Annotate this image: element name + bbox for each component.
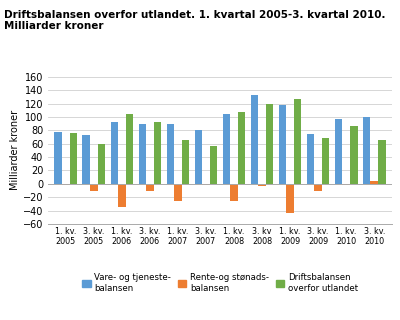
Bar [110,122,118,184]
Bar [146,184,154,191]
Bar [82,135,90,184]
Bar [350,126,358,184]
Bar [174,184,182,201]
Bar [251,95,258,184]
Bar [378,140,386,184]
Bar [286,184,294,213]
Bar [279,105,286,184]
Bar [154,122,161,184]
Legend: Vare- og tjeneste-
balansen, Rente-og stønads-
balansen, Driftsbalansen
overfor : Vare- og tjeneste- balansen, Rente-og st… [78,270,362,296]
Bar [54,132,62,184]
Bar [98,144,105,184]
Bar [138,124,146,184]
Bar [314,184,322,191]
Bar [307,134,314,184]
Bar [118,184,126,207]
Bar [62,184,70,185]
Bar [266,104,274,184]
Bar [90,184,98,191]
Bar [126,114,133,184]
Y-axis label: Milliarder kroner: Milliarder kroner [10,110,20,190]
Bar [182,140,189,184]
Bar [230,184,238,201]
Bar [370,180,378,184]
Bar [258,184,266,186]
Bar [195,130,202,184]
Text: Driftsbalansen overfor utlandet. 1. kvartal 2005-3. kvartal 2010.
Milliarder kro: Driftsbalansen overfor utlandet. 1. kvar… [4,10,386,31]
Bar [210,146,217,184]
Bar [322,138,330,184]
Bar [202,184,210,185]
Bar [363,117,370,184]
Bar [70,133,77,184]
Bar [166,124,174,184]
Bar [223,114,230,184]
Bar [342,184,350,185]
Bar [238,112,245,184]
Bar [335,119,342,184]
Bar [294,99,302,184]
